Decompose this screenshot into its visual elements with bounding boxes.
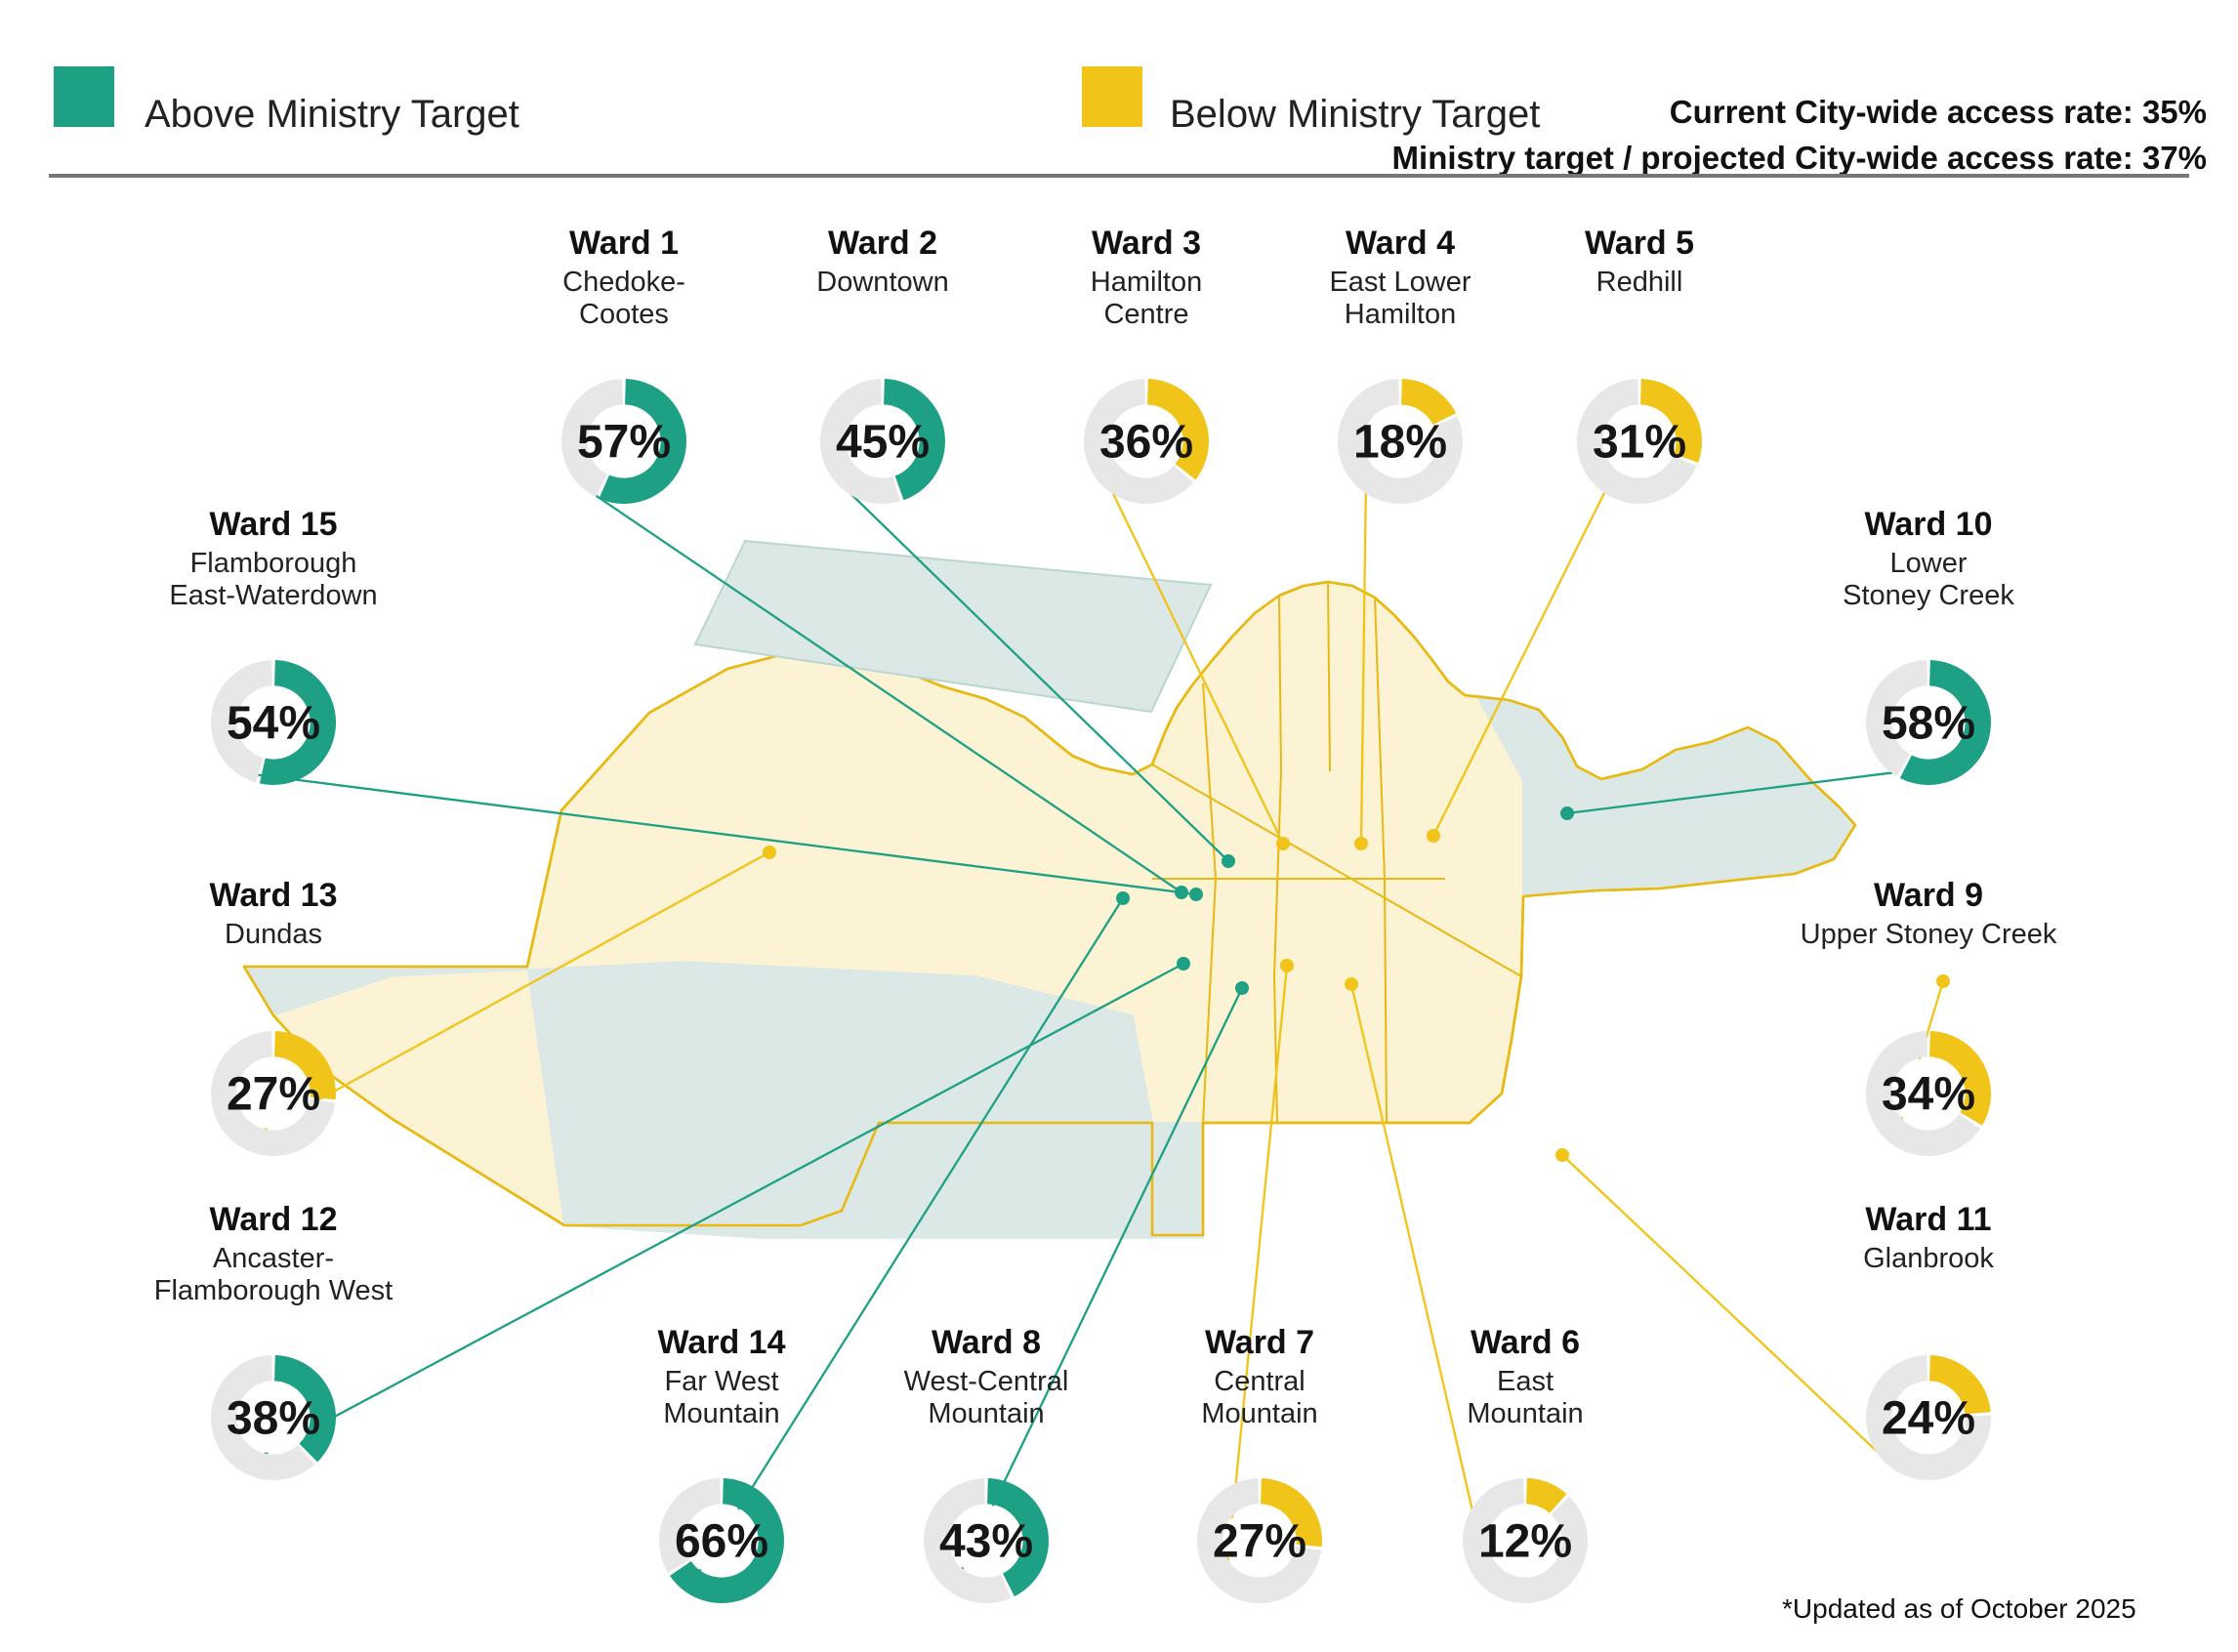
svg-text:54%: 54%	[227, 697, 320, 749]
svg-text:45%: 45%	[836, 416, 930, 468]
svg-text:24%: 24%	[1882, 1392, 1975, 1444]
svg-text:57%: 57%	[577, 416, 671, 468]
svg-text:34%: 34%	[1882, 1068, 1975, 1120]
svg-text:38%: 38%	[227, 1392, 320, 1444]
svg-text:18%: 18%	[1353, 416, 1447, 468]
svg-text:58%: 58%	[1882, 697, 1975, 749]
svg-text:43%: 43%	[939, 1515, 1033, 1567]
svg-text:27%: 27%	[1213, 1515, 1306, 1567]
svg-text:12%: 12%	[1478, 1515, 1572, 1567]
svg-text:36%: 36%	[1099, 416, 1193, 468]
svg-text:66%: 66%	[675, 1515, 768, 1567]
svg-text:31%: 31%	[1593, 416, 1686, 468]
svg-text:27%: 27%	[227, 1068, 320, 1120]
